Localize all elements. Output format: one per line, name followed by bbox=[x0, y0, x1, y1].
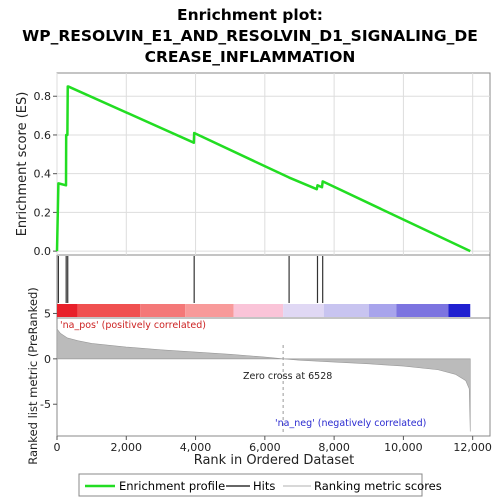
x-tick-label: 8,000 bbox=[318, 441, 350, 454]
enrichment-profile-polyline bbox=[55, 85, 471, 253]
hits-markers bbox=[57, 256, 324, 303]
x-tick-label: 4,000 bbox=[180, 441, 212, 454]
legend-label-enrichment: Enrichment profile bbox=[119, 479, 225, 493]
x-tick-label: 2,000 bbox=[111, 441, 143, 454]
negative-correlation-label: 'na_neg' (negatively correlated) bbox=[275, 418, 426, 429]
color-bar-segment bbox=[396, 304, 449, 317]
color-bar-segment bbox=[368, 304, 397, 317]
es-y-ticks: 0.0 0.2 0.4 0.6 0.8 bbox=[34, 90, 57, 258]
x-axis-ticks: 0 2,000 4,000 6,000 8,000 10,000 12,000 bbox=[54, 436, 492, 454]
legend: Enrichment profile Hits Ranking metric s… bbox=[78, 473, 442, 497]
es-gridlines bbox=[56, 73, 490, 255]
es-y-tick-label: 0.2 bbox=[34, 206, 52, 219]
es-y-tick-label: 0.8 bbox=[34, 90, 52, 103]
color-bar-segment bbox=[185, 304, 234, 317]
metric-y-ticks: 5 0 -5 bbox=[40, 307, 57, 411]
metric-y-tick-label: 5 bbox=[44, 307, 51, 320]
x-tick-label: 10,000 bbox=[384, 441, 423, 454]
color-bar-segment bbox=[57, 304, 78, 317]
x-tick-label: 0 bbox=[54, 441, 61, 454]
es-y-tick-label: 0.4 bbox=[34, 168, 52, 181]
color-bar-segment bbox=[140, 304, 186, 317]
legend-frame bbox=[78, 473, 423, 497]
metric-y-tick-label: -5 bbox=[40, 398, 51, 411]
color-bar-segment bbox=[77, 304, 141, 317]
x-tick-label: 6,000 bbox=[249, 441, 281, 454]
metric-panel-frame bbox=[56, 317, 491, 437]
es-y-tick-label: 0.6 bbox=[34, 129, 52, 142]
chart-title-line-1: Enrichment plot: bbox=[177, 6, 323, 24]
es-panel-frame bbox=[56, 72, 491, 256]
legend-label-metric: Ranking metric scores bbox=[314, 479, 442, 493]
es-y-axis-label: Enrichment score (ES) bbox=[15, 92, 30, 237]
chart-title-line-3: CREASE_INFLAMMATION bbox=[145, 48, 356, 66]
color-bar-segment bbox=[323, 304, 369, 317]
zero-cross-label: Zero cross at 6528 bbox=[243, 371, 332, 382]
metric-y-tick-label: 0 bbox=[44, 353, 51, 366]
rank-color-bar bbox=[57, 304, 471, 317]
color-bar-segment bbox=[448, 304, 471, 317]
chart-title-line-2: WP_RESOLVIN_E1_AND_RESOLVIN_D1_SIGNALING… bbox=[22, 27, 478, 45]
legend-label-hits: Hits bbox=[253, 479, 275, 493]
color-bar-segment bbox=[283, 304, 324, 317]
metric-y-axis-label: Ranked list metric (PreRanked) bbox=[26, 287, 40, 465]
color-bar-segment bbox=[233, 304, 284, 317]
enrichment-profile-line bbox=[55, 85, 471, 253]
x-axis-label: Rank in Ordered Dataset bbox=[194, 453, 355, 468]
positive-correlation-label: 'na_pos' (positively correlated) bbox=[60, 320, 206, 331]
es-y-tick-label: 0.0 bbox=[34, 245, 52, 258]
x-tick-label: 12,000 bbox=[453, 441, 492, 454]
